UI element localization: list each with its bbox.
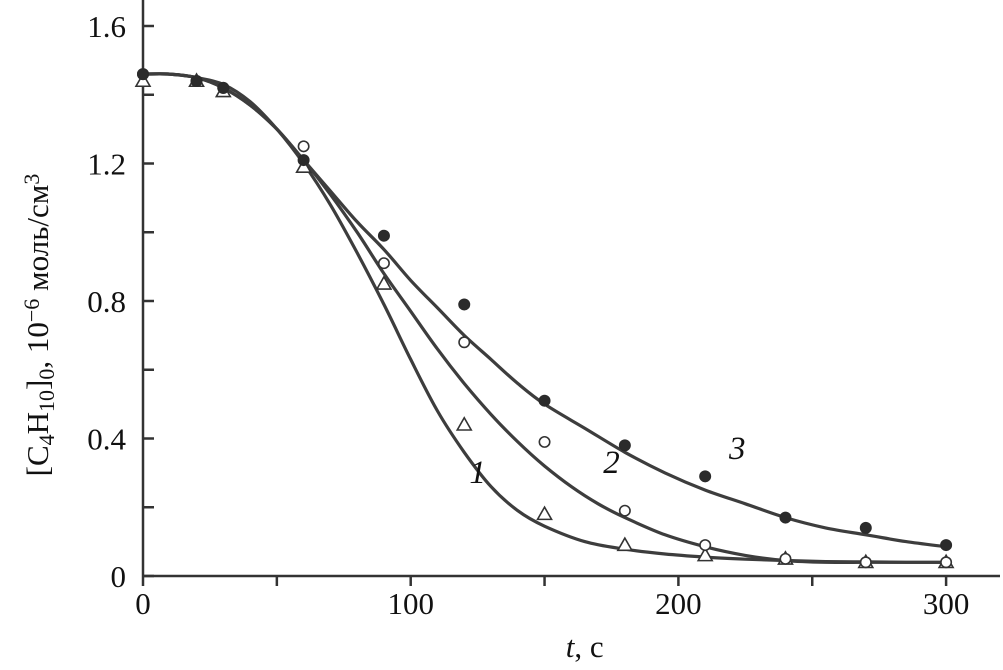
markers xyxy=(134,68,955,569)
curve-labels: 1 2 3 xyxy=(469,431,745,491)
point-series-3 xyxy=(538,394,551,407)
x-axis-title-unit: , с xyxy=(574,629,603,664)
curves xyxy=(141,72,948,564)
point-series-3 xyxy=(859,521,872,534)
curve-label-1: 1 xyxy=(469,455,486,491)
point-series-1 xyxy=(536,505,553,521)
point-series-2 xyxy=(699,539,712,552)
point-series-3 xyxy=(377,229,390,242)
curve-label-2: 2 xyxy=(603,445,620,481)
point-series-3 xyxy=(940,539,953,552)
point-series-3 xyxy=(618,439,631,452)
point-series-3 xyxy=(699,470,712,483)
y-tick-label: 0.8 xyxy=(87,284,126,319)
x-axis-title: t, с xyxy=(566,629,604,664)
y-tick-label: 1.6 xyxy=(87,9,126,44)
y-tick-label: 0 xyxy=(111,559,127,594)
curve-1 xyxy=(141,72,948,564)
point-series-3 xyxy=(297,154,310,167)
point-series-3 xyxy=(779,511,792,524)
point-series-2 xyxy=(779,552,792,565)
point-series-2 xyxy=(618,504,631,517)
x-tick-label: 100 xyxy=(387,586,434,621)
point-series-1 xyxy=(696,546,714,562)
x-tick-label: 200 xyxy=(655,586,702,621)
point-series-2 xyxy=(297,140,310,153)
point-series-2 xyxy=(538,435,551,448)
y-tick-label: 1.2 xyxy=(87,147,126,182)
ticks: 0 100 200 300 0 0.4 0.8 1.2 1.6 xyxy=(87,9,969,621)
point-series-2 xyxy=(458,336,471,349)
x-tick-label: 300 xyxy=(923,586,970,621)
y-axis-title: [C4H10]0, 10−6 моль/см3 xyxy=(19,174,58,477)
point-series-2 xyxy=(859,556,872,569)
point-series-3 xyxy=(217,81,230,94)
point-series-2 xyxy=(377,257,390,270)
point-series-1 xyxy=(375,275,393,290)
point-series-3 xyxy=(458,298,471,311)
x-tick-label: 0 xyxy=(135,586,151,621)
axes xyxy=(141,0,1000,578)
point-series-2 xyxy=(940,556,953,569)
y-tick-label: 0.4 xyxy=(87,422,126,457)
x-axis-title-var: t xyxy=(566,629,576,664)
point-series-1 xyxy=(455,416,473,431)
curve-3 xyxy=(141,72,948,549)
point-series-3 xyxy=(190,75,203,87)
curve-label-3: 3 xyxy=(728,431,746,467)
curve-2 xyxy=(141,72,948,564)
point-series-3 xyxy=(137,68,149,81)
point-series-1 xyxy=(616,536,634,552)
